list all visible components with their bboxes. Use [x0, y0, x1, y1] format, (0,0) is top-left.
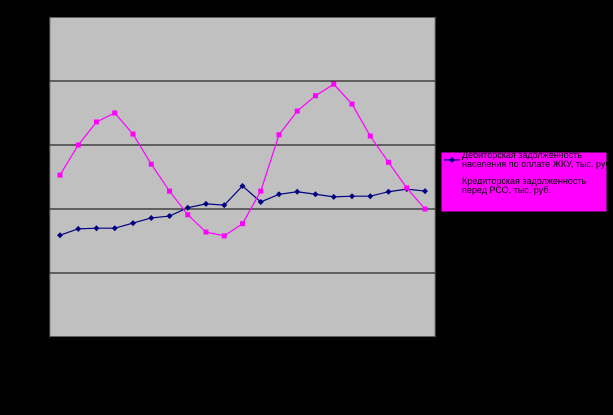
point: [349, 101, 355, 107]
point: [367, 193, 374, 200]
legend-label: Дебиторская задолженность населения по оп…: [462, 150, 613, 169]
point: [148, 214, 155, 221]
y-tick-label: 4: [39, 75, 44, 85]
point: [313, 93, 318, 99]
legend-label: Кредиторская задолженность перед РСО, тыс…: [462, 176, 586, 195]
point: [367, 133, 373, 139]
point: [221, 233, 227, 239]
point: [276, 191, 282, 198]
point: [312, 191, 319, 198]
point: [449, 157, 455, 163]
point: [75, 142, 81, 148]
point: [240, 221, 245, 227]
point: [331, 81, 337, 87]
point: [130, 131, 136, 137]
plot-area: [49, 16, 436, 338]
point: [167, 188, 172, 194]
point: [294, 108, 300, 114]
point: [385, 188, 392, 195]
point: [330, 193, 337, 200]
point: [449, 183, 455, 189]
point: [166, 213, 173, 220]
point: [257, 198, 264, 205]
point: [94, 119, 99, 125]
point: [57, 232, 63, 239]
point: [111, 225, 118, 232]
point: [276, 132, 282, 138]
y-tick-label: 2: [39, 203, 44, 213]
point: [184, 204, 191, 211]
y-tick-label: 0: [39, 331, 44, 341]
point: [203, 229, 209, 235]
point: [294, 188, 301, 195]
point: [93, 225, 100, 232]
y-tick-label: 5: [39, 11, 44, 21]
point: [422, 206, 428, 212]
point: [185, 212, 191, 218]
point: [221, 202, 228, 209]
point: [112, 110, 118, 116]
point: [404, 185, 410, 191]
point: [75, 225, 82, 232]
point: [386, 159, 391, 165]
point: [258, 188, 264, 194]
point: [148, 161, 154, 167]
point: [422, 188, 428, 195]
point: [203, 200, 209, 207]
point: [349, 193, 355, 200]
legend: [440, 151, 608, 213]
point: [130, 220, 136, 227]
y-tick-label: 3: [39, 139, 44, 149]
point: [57, 172, 63, 178]
point: [239, 182, 246, 189]
y-tick-label: 1: [39, 267, 44, 277]
